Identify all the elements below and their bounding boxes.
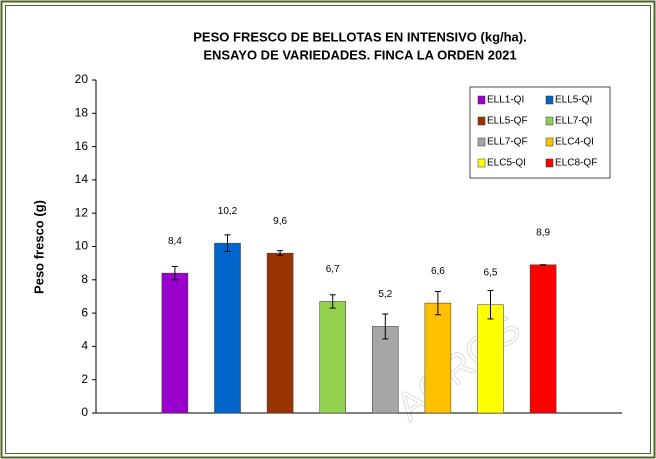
value-label: 6,6: [431, 266, 445, 277]
bar: [161, 272, 189, 414]
legend-box: [469, 86, 611, 179]
legend-swatch: [545, 116, 554, 126]
y-tick-label: 4: [81, 339, 88, 353]
legend-label: ELL7-QF: [487, 137, 528, 148]
legend-swatch: [545, 95, 554, 105]
y-tick-label: 16: [75, 139, 89, 153]
y-tick-label: 14: [75, 172, 89, 186]
legend-swatch: [477, 137, 486, 147]
legend-swatch: [545, 137, 554, 147]
bar: [424, 302, 452, 414]
legend-label: ELL7-QI: [555, 116, 592, 127]
chart-title: ENSAYO DE VARIEDADES. FINCA LA ORDEN 202…: [203, 47, 516, 62]
legend-label: ELC5-QI: [487, 158, 526, 169]
bar: [372, 326, 399, 414]
bar: [477, 304, 504, 414]
value-label: 9,6: [273, 216, 287, 227]
y-tick-label: 8: [81, 272, 88, 286]
value-label: 8,9: [536, 227, 550, 238]
legend-label: ELL1-QI: [487, 95, 524, 106]
value-label: 8,4: [168, 236, 182, 247]
legend-label: ELC4-QI: [555, 137, 594, 148]
legend-swatch: [477, 95, 486, 105]
bar: [266, 252, 294, 414]
legend-swatch: [477, 116, 486, 126]
chart-title: PESO FRESCO DE BELLOTAS EN INTENSIVO (kg…: [193, 29, 526, 44]
legend-swatch: [477, 158, 486, 168]
value-label: 5,2: [378, 289, 392, 300]
legend-label: ELL5-QI: [555, 95, 592, 106]
value-label: 6,7: [326, 264, 340, 275]
y-tick-label: 2: [81, 372, 88, 386]
y-tick-label: 12: [75, 205, 89, 219]
y-tick-label: 0: [81, 405, 88, 419]
bar: [529, 264, 557, 414]
inner-border: [5, 5, 651, 454]
bar: [214, 242, 241, 414]
legend-label: ELC8-QF: [555, 158, 597, 169]
value-label: 6,5: [484, 267, 498, 278]
value-label: 10,2: [218, 206, 238, 217]
y-axis-label: Peso fresco (g): [31, 200, 46, 294]
y-tick-label: 6: [81, 305, 88, 319]
y-tick-label: 10: [75, 239, 89, 253]
y-tick-label: 20: [75, 72, 89, 86]
y-tick-label: 18: [75, 105, 89, 119]
legend-swatch: [545, 158, 554, 168]
bar: [319, 301, 346, 414]
legend-label: ELL5-QF: [487, 116, 528, 127]
